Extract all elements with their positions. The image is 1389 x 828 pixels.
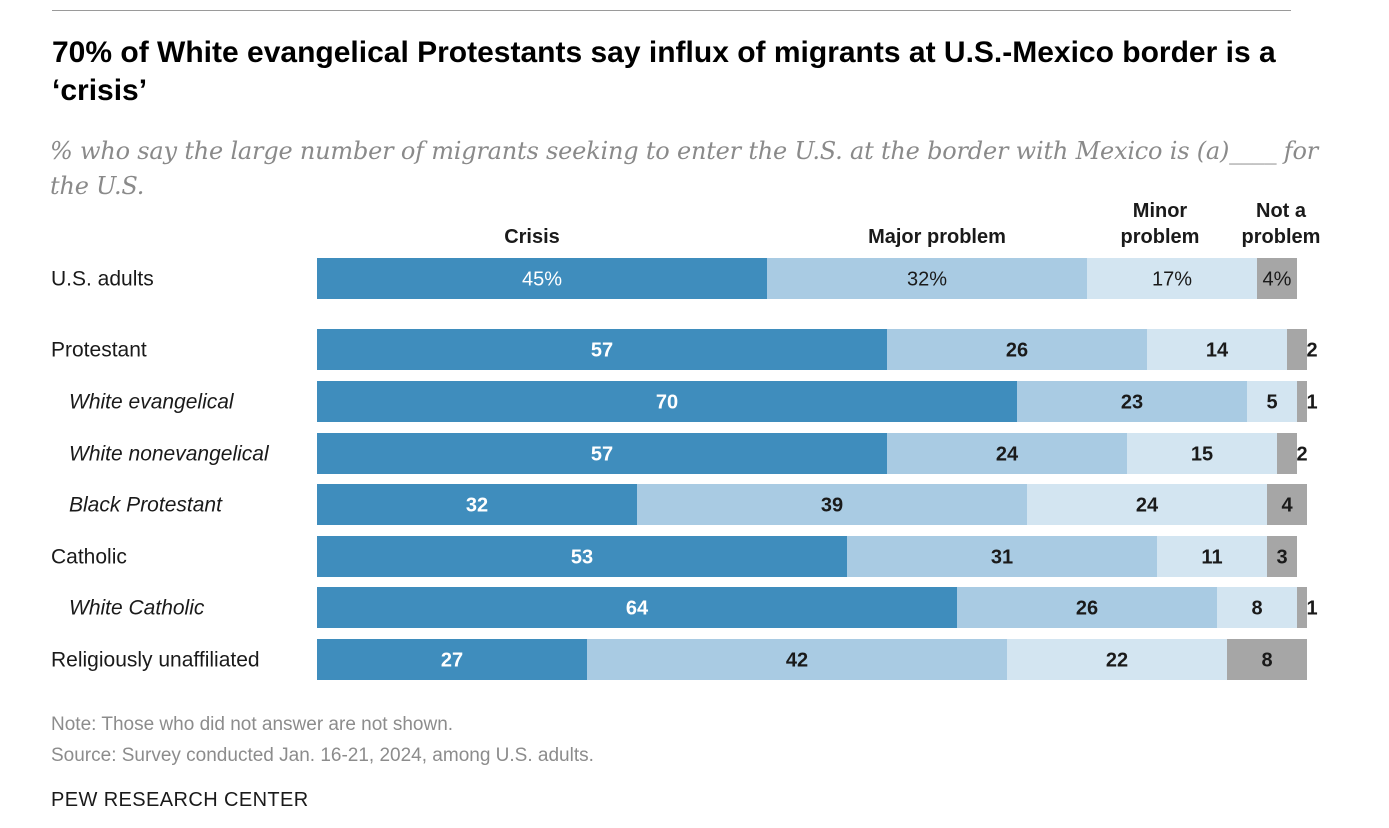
row-label: U.S. adults [51,268,154,291]
row-white-nonevangelical: White nonevangelical 57 24 15 2 [69,433,1308,474]
chart-title: 70% of White evangelical Protestants say… [52,36,1276,107]
bar-segment-minor-problem [1147,329,1287,370]
bar-segment-minor-problem [1217,587,1297,628]
data-label-not-a-problem: 1 [1306,392,1317,414]
data-label-not-a-problem: 3 [1276,547,1287,569]
row-label: Protestant [51,339,147,362]
row-label: Black Protestant [69,494,223,517]
bar-segment-not-a-problem [1257,258,1297,299]
bar-segment-crisis [317,536,847,577]
row-label: White evangelical [69,391,235,414]
bar-segment-major-problem [637,484,1027,525]
chart-source: Source: Survey conducted Jan. 16-21, 202… [51,745,594,766]
row-label: Religiously unaffiliated [51,649,260,672]
data-label-not-a-problem: 2 [1306,340,1317,362]
row-label: Catholic [51,546,127,569]
row-label: White Catholic [69,597,205,620]
bar-segment-not-a-problem [1227,639,1307,680]
row-u-s-adults: U.S. adults 45% 32% 17% 4% [51,258,1297,299]
data-label-not-a-problem: 4 [1281,495,1293,517]
data-label-major-problem: 32% [907,269,947,291]
bar-segment-crisis [317,433,887,474]
data-label-crisis: 53 [571,547,593,569]
legend-header-minor-problem: Minor problem [1121,200,1200,248]
data-label-crisis: 64 [626,598,649,620]
bar-segment-major-problem [1017,381,1247,422]
bar-segment-crisis [317,381,1017,422]
data-label-not-a-problem: 1 [1306,598,1317,620]
data-label-minor-problem: 5 [1266,392,1277,414]
legend-header-major-problem: Major problem [868,226,1006,248]
bar-segment-major-problem [847,536,1157,577]
chart-subtitle: % who say the large number of migrants s… [50,137,1319,200]
bar-segment-minor-problem [1007,639,1227,680]
bar-segment-crisis [317,329,887,370]
data-label-minor-problem: 11 [1201,547,1222,569]
bar-segment-major-problem [587,639,1007,680]
bar-segment-minor-problem [1247,381,1297,422]
bar-segment-crisis [317,258,767,299]
data-label-major-problem: 24 [996,444,1019,466]
bar-segment-minor-problem [1087,258,1257,299]
stacked-bar-chart: Crisis Major problem Minor problem Not a prob… [51,200,1320,680]
bar-segment-not-a-problem [1267,484,1307,525]
data-label-not-a-problem: 2 [1296,444,1307,466]
data-label-minor-problem: 14 [1206,340,1229,362]
bar-segment-crisis [317,639,587,680]
data-label-crisis: 70 [656,392,678,414]
bar-segment-major-problem [767,258,1087,299]
data-label-major-problem: 23 [1121,392,1143,414]
data-label-major-problem: 42 [786,650,808,672]
data-label-crisis: 32 [466,495,488,517]
data-label-crisis: 45% [522,269,562,291]
publisher-logo-text: PEW RESEARCH CENTER [51,789,309,811]
data-label-not-a-problem: 8 [1261,650,1272,672]
bar-segment-major-problem [887,433,1127,474]
data-label-minor-problem: 24 [1136,495,1159,517]
data-label-major-problem: 31 [991,547,1013,569]
data-label-minor-problem: 17% [1152,269,1192,291]
data-label-minor-problem: 8 [1251,598,1262,620]
top-rule [52,10,1291,11]
bar-segment-crisis [317,484,637,525]
bar-segment-not-a-problem [1297,381,1307,422]
data-label-major-problem: 26 [1006,340,1028,362]
data-label-major-problem: 39 [821,495,843,517]
row-black-protestant: Black Protestant 32 39 24 4 [69,484,1307,525]
bar-segment-not-a-problem [1297,587,1307,628]
bar-segment-major-problem [887,329,1147,370]
data-label-minor-problem: 15 [1191,444,1213,466]
bar-segment-major-problem [957,587,1217,628]
row-protestant: Protestant 57 26 14 2 [51,329,1318,370]
bar-segment-minor-problem [1027,484,1267,525]
legend-header-crisis: Crisis [504,226,560,248]
chart-note: Note: Those who did not answer are not s… [51,714,454,735]
row-label: White nonevangelical [69,443,270,466]
bar-segment-crisis [317,587,957,628]
bar-segment-not-a-problem [1287,329,1307,370]
bar-segment-not-a-problem [1267,536,1297,577]
bar-segment-minor-problem [1157,536,1267,577]
row-religiously-unaffiliated: Religiously unaffiliated 27 42 22 8 [51,639,1307,680]
legend-header-not-a-problem: Not a problem [1242,200,1321,248]
data-label-minor-problem: 22 [1106,650,1128,672]
data-label-major-problem: 26 [1076,598,1098,620]
chart-rows: U.S. adults 45% 32% 17% 4%Protestant 57 26 14 2W… [51,258,1318,680]
row-white-evangelical: White evangelical 70 23 5 1 [69,381,1318,422]
data-label-crisis: 57 [591,444,613,466]
data-label-not-a-problem: 4% [1263,269,1292,291]
series-headers: Crisis Major problem Minor problem Not a prob… [504,200,1320,248]
data-label-crisis: 57 [591,340,613,362]
data-label-crisis: 27 [441,650,463,672]
row-catholic: Catholic 53 31 11 3 [51,536,1297,577]
row-white-catholic: White Catholic 64 26 8 1 [69,587,1318,628]
bar-segment-not-a-problem [1277,433,1297,474]
bar-segment-minor-problem [1127,433,1277,474]
